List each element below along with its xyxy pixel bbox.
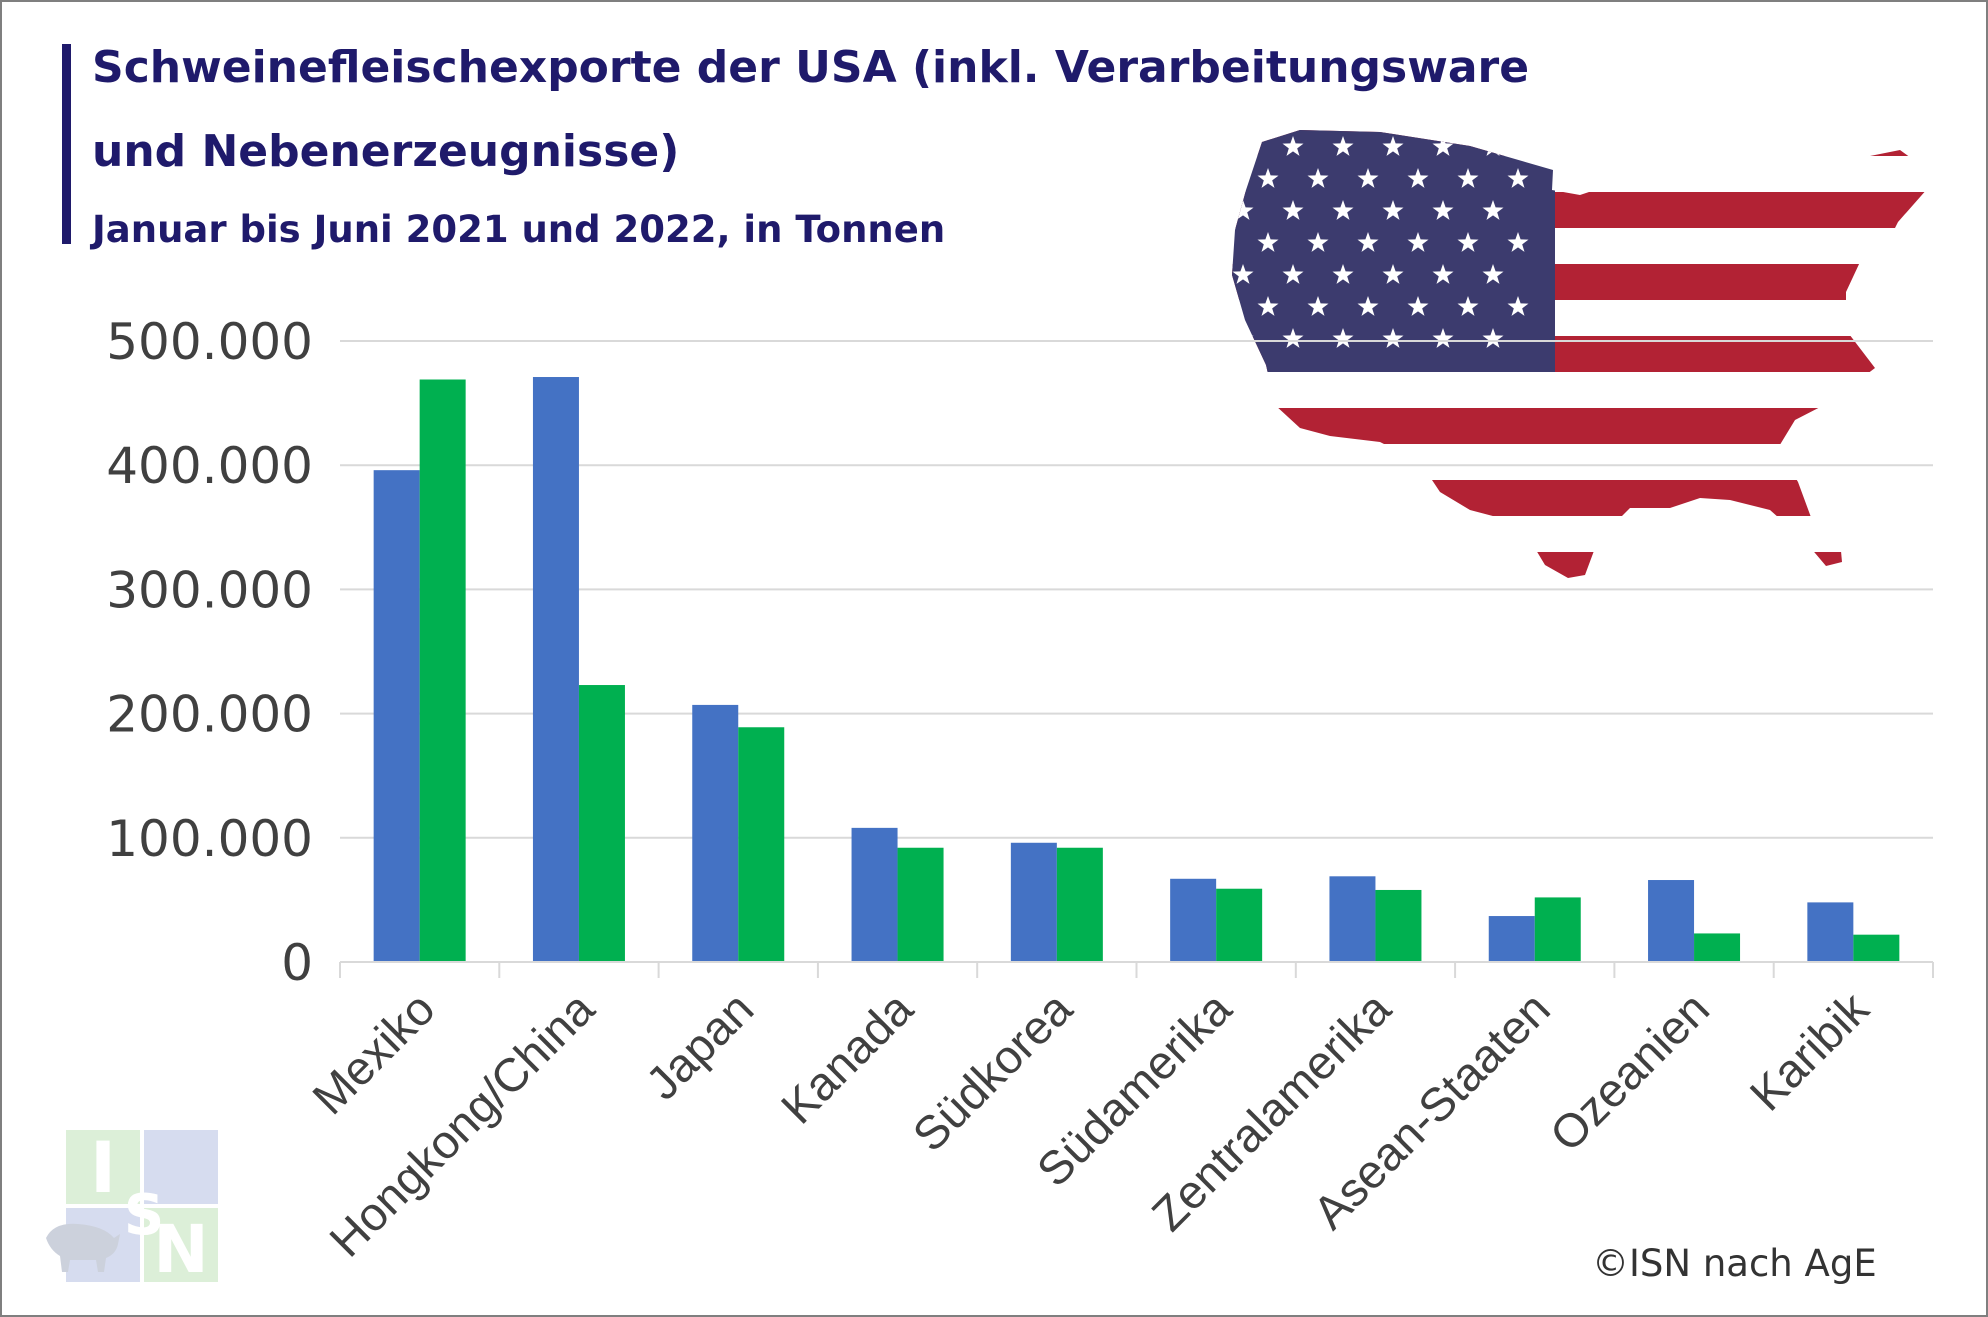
isn-pig-logo-icon: I S N [46, 1130, 218, 1288]
y-tick-label: 400.000 [106, 437, 313, 495]
svg-text:S: S [124, 1183, 164, 1248]
bar-series1-8 [1648, 880, 1695, 962]
category-label: Kanada [771, 981, 924, 1134]
bar-series2-2 [738, 727, 785, 962]
source-credit: ©ISN nach AgE [1592, 1242, 1877, 1285]
category-label: Japan [635, 982, 763, 1110]
bar-series1-1 [532, 377, 579, 962]
chart-subtitle: Januar bis Juni 2021 und 2022, in Tonnen [92, 208, 946, 251]
chart-title-line2: und Nebenerzeugnisse) [92, 126, 680, 177]
svg-text:N: N [153, 1211, 208, 1288]
title-accent-bar [62, 44, 71, 244]
category-label: Mexiko [302, 982, 445, 1125]
bar-series1-9 [1807, 902, 1854, 962]
y-tick-label: 300.000 [106, 561, 313, 619]
category-label: Karibik [1739, 981, 1878, 1120]
svg-text:I: I [90, 1130, 116, 1209]
bar-series1-7 [1488, 916, 1535, 962]
chart-title-line1: Schweinefleischexporte der USA (inkl. Ve… [92, 42, 1530, 93]
bar-series1-3 [851, 827, 898, 962]
bar-series2-1 [578, 685, 625, 962]
category-label: Ozeanien [1539, 982, 1719, 1162]
y-tick-label: 200.000 [106, 686, 313, 744]
y-tick-label: 100.000 [106, 810, 313, 868]
bar-series1-0 [373, 470, 420, 962]
bar-series2-0 [419, 379, 466, 962]
bar-series1-6 [1329, 876, 1376, 962]
bar-series2-9 [1853, 934, 1900, 962]
y-tick-label: 500.000 [106, 313, 313, 371]
bar-series2-5 [1216, 888, 1263, 962]
bar-series1-4 [1010, 842, 1057, 962]
x-axis [339, 961, 1934, 978]
bar-series2-8 [1694, 933, 1741, 962]
y-tick-label: 0 [281, 934, 313, 992]
bar-series2-7 [1534, 897, 1581, 962]
bar-series1-2 [692, 704, 739, 962]
category-label: Hongkong/China [319, 981, 605, 1267]
bar-series2-3 [897, 847, 944, 962]
bar-series2-4 [1056, 847, 1103, 962]
bar-series [373, 377, 1900, 962]
bar-series2-6 [1375, 889, 1422, 962]
y-axis-tick-labels: 0 100.000 200.000 300.000 400.000 500.000 [106, 313, 313, 992]
usa-flag-map-icon [1232, 130, 1928, 578]
bar-series1-5 [1170, 878, 1217, 962]
